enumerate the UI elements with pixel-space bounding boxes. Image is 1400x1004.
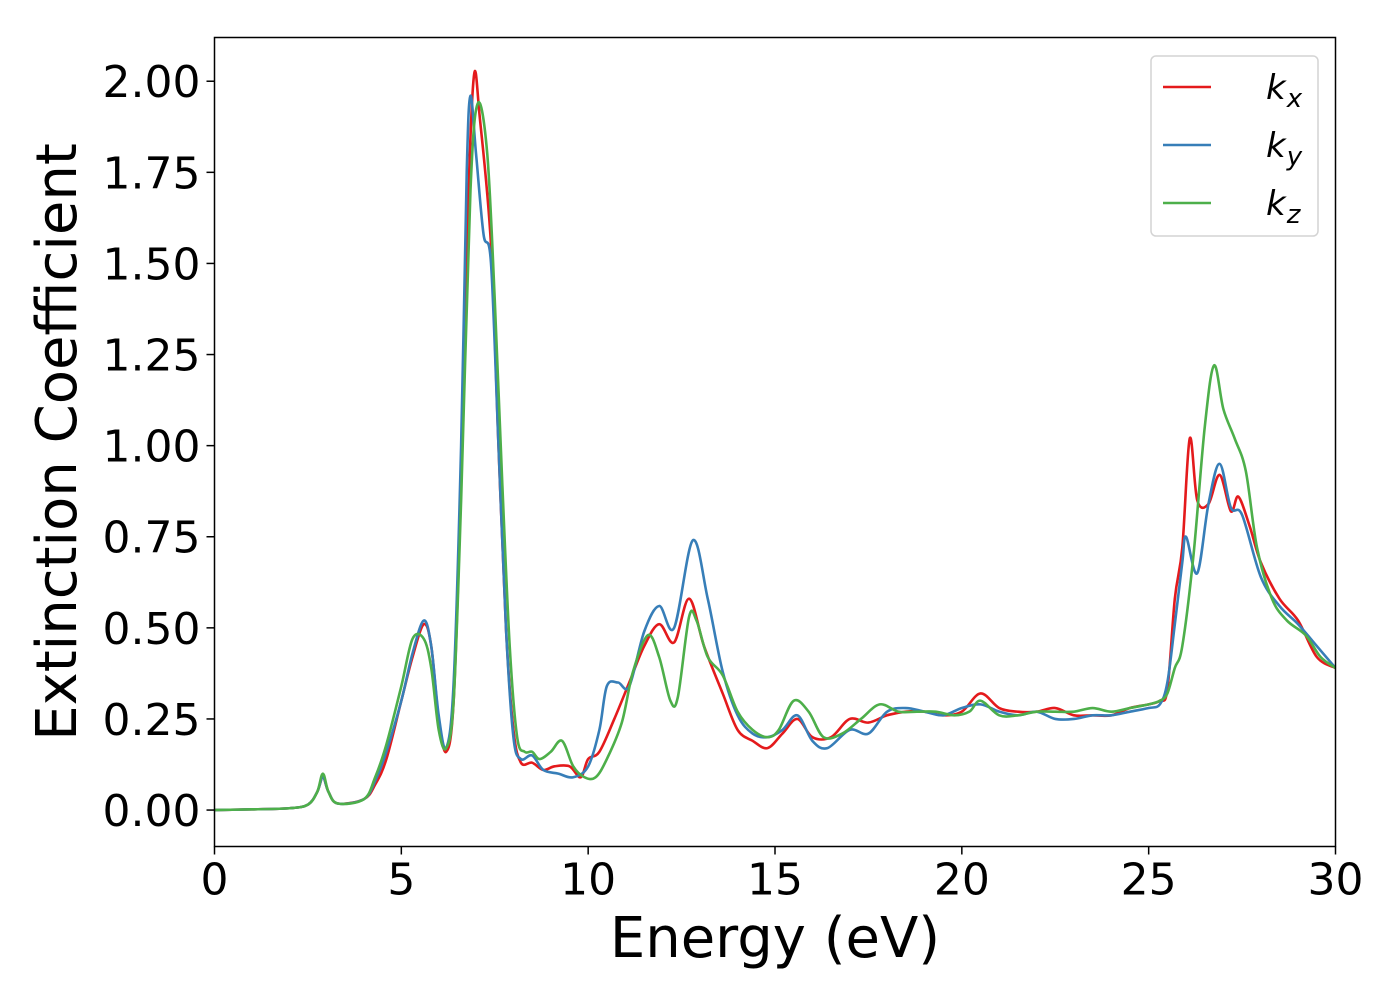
series-line-ky	[214, 94, 1336, 812]
y-axis-title: Extinction Coefficient	[25, 143, 90, 741]
y-tick-label: 1.25	[103, 331, 201, 382]
x-tick-label: 0	[201, 855, 229, 906]
y-axis-ticks: 0.00 0.25 0.50 0.75 1.00 1.25 1.50 1.75 2.00	[103, 57, 215, 837]
y-tick-label: 1.00	[103, 422, 201, 473]
y-tick-label: 0.00	[103, 786, 201, 837]
y-tick-label: 1.75	[103, 148, 201, 199]
x-tick-label: 25	[1121, 855, 1177, 906]
x-axis-title: Energy (eV)	[610, 906, 940, 971]
y-tick-label: 0.75	[103, 513, 201, 564]
x-tick-label: 5	[387, 855, 415, 906]
series-line-kz	[214, 100, 1336, 812]
y-tick-label: 2.00	[103, 57, 201, 108]
x-tick-label: 20	[934, 855, 990, 906]
series-layer	[214, 69, 1336, 812]
y-tick-label: 0.50	[103, 604, 201, 655]
y-tick-label: 1.50	[103, 239, 201, 290]
y-tick-label: 0.25	[103, 695, 201, 746]
x-tick-label: 10	[560, 855, 616, 906]
x-tick-label: 30	[1308, 855, 1364, 906]
x-tick-label: 15	[747, 855, 803, 906]
x-axis-ticks: 0 5 10 15 20 25 30	[201, 846, 1364, 906]
legend-frame	[1150, 55, 1319, 237]
